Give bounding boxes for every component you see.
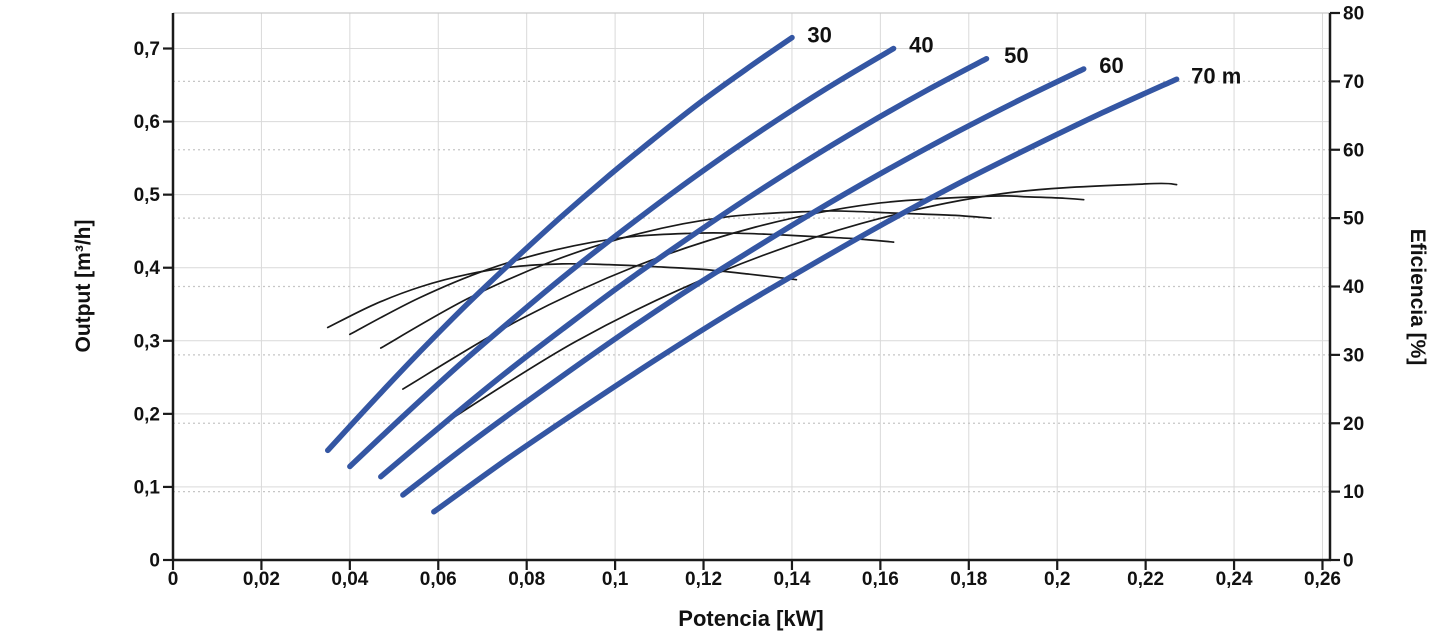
x-tick-label: 0,22 (1127, 569, 1164, 590)
head-60-curve (400, 66, 1087, 498)
eff-60-curve (402, 194, 1085, 390)
right-tick-label: 40 (1343, 277, 1364, 298)
left-tick-label: 0 (149, 551, 160, 572)
x-tick-label: 0 (168, 569, 179, 590)
right-tick-label: 60 (1343, 140, 1364, 161)
x-tick-label: 0,18 (950, 569, 987, 590)
x-tick-label: 0,24 (1216, 569, 1253, 590)
right-tick-label: 50 (1343, 209, 1364, 230)
left-tick-label: 0,5 (134, 185, 161, 206)
x-tick-label: 0,08 (508, 569, 545, 590)
x-tick-label: 0,16 (862, 569, 899, 590)
eff-70-curve (432, 182, 1178, 431)
x-tick-label: 0,02 (243, 569, 280, 590)
left-tick-label: 0,7 (134, 39, 160, 60)
head-50-label: 50 (1004, 43, 1028, 68)
head-40-label: 40 (909, 33, 933, 58)
eff-40-curve (348, 231, 895, 336)
left-tick-label: 0,3 (134, 331, 160, 352)
right-tick-label: 20 (1343, 414, 1364, 435)
eff-50-curve (379, 210, 992, 349)
right-tick-label: 70 (1343, 72, 1364, 93)
right-tick-label: 0 (1343, 551, 1354, 572)
x-tick-label: 0,12 (685, 569, 722, 590)
left-tick-label: 0,6 (134, 112, 160, 133)
x-tick-label: 0,14 (773, 569, 810, 590)
head-30-label: 30 (807, 22, 831, 47)
head-70-label: 70 m (1191, 63, 1241, 88)
left-tick-label: 0,4 (134, 258, 161, 279)
left-tick-label: 0,2 (134, 404, 160, 425)
x-tick-label: 0,1 (602, 569, 629, 590)
right-tick-label: 30 (1343, 345, 1364, 366)
x-tick-label: 0,26 (1304, 569, 1341, 590)
left-tick-label: 0,1 (134, 477, 161, 498)
right-tick-label: 80 (1343, 4, 1364, 25)
head-30-curve (324, 34, 795, 454)
head-70-curve (431, 76, 1180, 515)
x-tick-label: 0,06 (420, 569, 457, 590)
x-tick-label: 0,04 (331, 569, 368, 590)
head-60-label: 60 (1099, 53, 1123, 78)
head-40-curve (347, 45, 897, 470)
x-axis-title: Potencia [kW] (678, 606, 824, 631)
x-tick-label: 0,2 (1044, 569, 1070, 590)
head-50-curve (378, 55, 990, 480)
right-axis-title: Eficiencia [%] (1406, 228, 1429, 366)
left-axis-title: Output [m³/h] (72, 219, 95, 353)
right-tick-label: 10 (1343, 482, 1364, 503)
